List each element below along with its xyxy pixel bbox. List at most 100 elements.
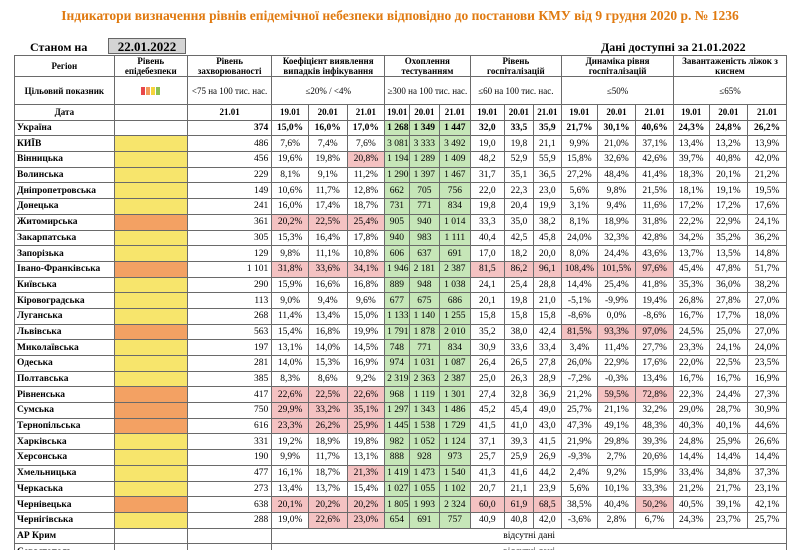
hospital-value: 25,9 bbox=[504, 449, 534, 466]
incidence-value: 486 bbox=[186, 135, 273, 153]
hospital-value: 40,4 bbox=[469, 229, 506, 247]
testing-value: 983 bbox=[408, 229, 441, 247]
testing-value: 1 055 bbox=[408, 480, 441, 498]
level-cell bbox=[113, 417, 188, 435]
testing-value: 1 467 bbox=[439, 166, 471, 184]
oxygen-value: 26,2% bbox=[747, 119, 787, 137]
region-name: Львівська bbox=[14, 323, 115, 341]
positivity-value: 15,9% bbox=[271, 276, 309, 294]
dynamics-value: -9,3% bbox=[561, 449, 598, 466]
testing-value: 771 bbox=[408, 339, 441, 356]
hospital-value: 52,9 bbox=[504, 151, 534, 168]
dynamics-value: 48,4% bbox=[596, 166, 637, 184]
testing-value: 948 bbox=[408, 276, 441, 294]
level-legend bbox=[113, 76, 188, 105]
status-row: Станом на 22.01.2022 Дані доступні за 21… bbox=[0, 38, 800, 54]
date-row: Дата 21.01 19.01 20.01 21.01 19.01 20.01 21.0… bbox=[14, 104, 787, 121]
level-cell bbox=[113, 151, 188, 168]
testing-value: 1 486 bbox=[439, 402, 471, 419]
region-name: Хмельницька bbox=[14, 464, 115, 482]
hospital-value: 26,5 bbox=[504, 355, 534, 372]
table-row: Дніпропетровська 149 10,6% 11,7% 12,8% 662 705… bbox=[14, 182, 787, 200]
positivity-value: 9,0% bbox=[271, 292, 309, 309]
region-name: Луганська bbox=[14, 307, 115, 325]
dynamics-value: 6,7% bbox=[635, 511, 674, 529]
header-region: Регіон bbox=[14, 55, 115, 77]
region-name: Севастополь bbox=[14, 543, 115, 550]
region-name: Житомирська bbox=[14, 213, 115, 231]
level-cell bbox=[113, 339, 188, 356]
oxygen-value: 35,3% bbox=[672, 276, 710, 294]
oxygen-value: 40,8% bbox=[708, 151, 749, 168]
level-cell bbox=[113, 355, 188, 372]
incidence-value: 417 bbox=[186, 386, 273, 404]
testing-value: 940 bbox=[408, 213, 441, 231]
oxygen-value: 28,7% bbox=[708, 402, 749, 419]
dynamics-value: 27,2% bbox=[561, 166, 598, 184]
testing-value: 1 268 bbox=[384, 119, 410, 137]
table-row: Кіровоградська 113 9,0% 9,4% 9,6% 677 675 686 20… bbox=[14, 292, 787, 309]
date-dynamics-1: 20.01 bbox=[596, 104, 637, 121]
dynamics-value: 42,6% bbox=[635, 151, 674, 168]
dynamics-value: 101,5% bbox=[596, 260, 637, 278]
oxygen-value: 27,3% bbox=[747, 386, 787, 404]
positivity-value: 15,0% bbox=[346, 307, 386, 325]
dynamics-value: 27,7% bbox=[635, 339, 674, 356]
dynamics-value: 21,0% bbox=[596, 135, 637, 153]
dynamics-value: 25,4% bbox=[596, 276, 637, 294]
hospital-value: 33,4 bbox=[532, 339, 563, 356]
dynamics-value: 21,1% bbox=[596, 402, 637, 419]
incidence-value bbox=[186, 543, 273, 550]
target-dynamics: ≤50% bbox=[561, 76, 674, 105]
dynamics-value: 41,4% bbox=[635, 166, 674, 184]
positivity-value: 9,9% bbox=[271, 449, 309, 466]
testing-value: 756 bbox=[439, 182, 471, 200]
dynamics-value: 11,4% bbox=[596, 339, 637, 356]
level-cell bbox=[113, 307, 188, 325]
date-dynamics-0: 19.01 bbox=[561, 104, 598, 121]
testing-value: 1 111 bbox=[439, 229, 471, 247]
date-label: Дата bbox=[14, 104, 115, 121]
incidence-value: 268 bbox=[186, 307, 273, 325]
oxygen-value: 16,9% bbox=[747, 370, 787, 388]
dynamics-value: 5,6% bbox=[561, 480, 598, 498]
positivity-value: 20,2% bbox=[271, 213, 309, 231]
hospital-value: 21,1 bbox=[504, 480, 534, 498]
oxygen-value: 13,5% bbox=[708, 245, 749, 262]
target-label: Цільовий показник bbox=[14, 76, 115, 105]
date-dynamics-2: 21.01 bbox=[635, 104, 674, 121]
dynamics-value: 40,4% bbox=[596, 496, 637, 513]
dynamics-value: 72,8% bbox=[635, 386, 674, 404]
hospital-value: 28,8 bbox=[532, 276, 563, 294]
date-hospital-1: 20.01 bbox=[504, 104, 534, 121]
testing-value: 3 081 bbox=[384, 135, 410, 153]
testing-value: 2 324 bbox=[439, 496, 471, 513]
testing-value: 2 319 bbox=[384, 370, 410, 388]
hospital-value: 23,9 bbox=[532, 480, 563, 498]
incidence-value: 456 bbox=[186, 151, 273, 168]
hospital-value: 55,9 bbox=[532, 151, 563, 168]
dynamics-value: 21,2% bbox=[561, 386, 598, 404]
dynamics-value: 24,4% bbox=[596, 245, 637, 262]
dynamics-value: 10,1% bbox=[596, 480, 637, 498]
hospital-value: 25,7 bbox=[469, 449, 506, 466]
oxygen-value: 35,2% bbox=[708, 229, 749, 247]
hospital-value: 60,0 bbox=[469, 496, 506, 513]
dynamics-value: 15,9% bbox=[635, 464, 674, 482]
positivity-value: 11,7% bbox=[307, 449, 348, 466]
positivity-value: 10,6% bbox=[271, 182, 309, 200]
date-incidence: 21.01 bbox=[186, 104, 273, 121]
dynamics-value: 9,8% bbox=[596, 182, 637, 200]
page-title: Індикатори визначення рівнів епідемічної… bbox=[61, 8, 739, 23]
testing-value: 1 343 bbox=[408, 402, 441, 419]
testing-value: 691 bbox=[439, 245, 471, 262]
positivity-value: 8,3% bbox=[271, 370, 309, 388]
dynamics-value: 8,1% bbox=[561, 213, 598, 231]
region-name: Одеська bbox=[14, 355, 115, 372]
dynamics-value: 2,4% bbox=[561, 464, 598, 482]
hospital-value: 33,6 bbox=[504, 339, 534, 356]
dynamics-value: 14,4% bbox=[561, 276, 598, 294]
oxygen-value: 22,9% bbox=[708, 213, 749, 231]
hospital-value: 27,8 bbox=[532, 355, 563, 372]
oxygen-value: 24,8% bbox=[672, 433, 710, 451]
